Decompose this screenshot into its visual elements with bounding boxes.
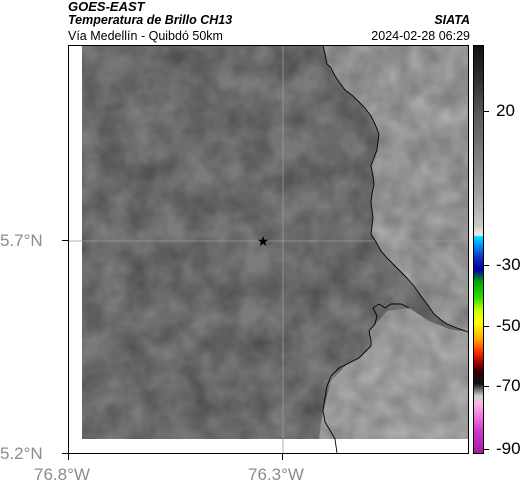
location-label: Vía Medellín - Quibdó 50km	[68, 29, 223, 43]
boundary-line	[322, 46, 468, 333]
colorbar-tick-label: -50	[496, 316, 521, 335]
y-tick-label: 5.2°N	[0, 444, 43, 463]
x-tick-mark	[282, 454, 283, 460]
boundary-line-south	[322, 303, 410, 453]
x-tick-mark	[68, 454, 69, 460]
colorbar-tick-label: -70	[496, 376, 521, 395]
colorbar-tick-label: 20	[496, 101, 515, 120]
map-frame[interactable]: ★	[68, 45, 469, 454]
star-icon[interactable]: ★	[257, 234, 270, 250]
colorbar-tick-label: -30	[496, 255, 521, 274]
colorbar-tick-mark	[484, 449, 489, 450]
source-label: SIATA	[434, 13, 470, 27]
colorbar-tick-mark	[484, 326, 489, 327]
x-tick-label: 76.3°W	[248, 465, 304, 484]
product-title: Temperatura de Brillo CH13	[68, 13, 233, 27]
y-tick-label: 5.7°N	[0, 231, 43, 250]
colorbar-tick-mark	[484, 386, 489, 387]
colorbar	[473, 45, 484, 454]
y-tick-mark	[62, 240, 68, 241]
x-tick-label: 76.8°W	[34, 465, 90, 484]
brightness-temperature-map: ★	[69, 46, 468, 453]
y-tick-mark	[62, 453, 68, 454]
colorbar-tick-mark	[484, 265, 489, 266]
datetime-label: 2024-02-28 06:29	[371, 29, 470, 43]
colorbar-tick-label: -90	[496, 439, 521, 458]
colorbar-tick-mark	[484, 111, 489, 112]
satellite-title: GOES-EAST	[68, 0, 145, 14]
